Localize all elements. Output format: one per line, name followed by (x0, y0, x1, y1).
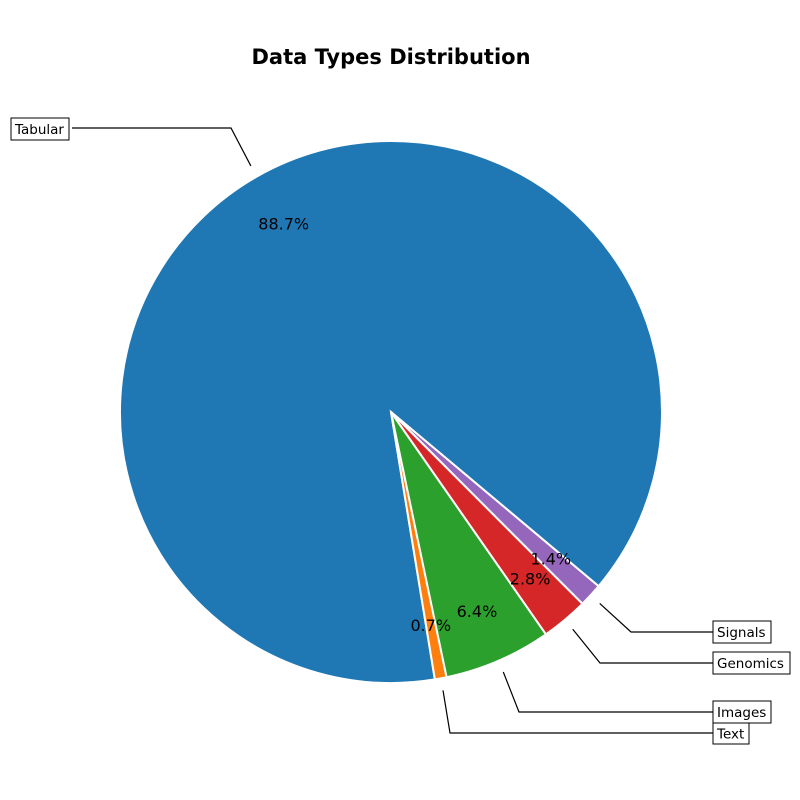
leader-line-genomics (572, 628, 713, 664)
category-label-text: Genomics (717, 656, 784, 672)
leader-lines-layer (72, 127, 713, 734)
category-labels-layer: Tabular Text Images Genomics Signals (10, 117, 791, 745)
category-label-text: Signals (717, 625, 766, 641)
leader-line-text (442, 690, 713, 734)
category-label-box (712, 651, 791, 675)
chart-title: Data Types Distribution (251, 45, 530, 69)
percent-label-images: 6.4% (457, 602, 498, 621)
percent-label-tabular: 88.7% (258, 215, 309, 234)
category-label-box (10, 117, 70, 141)
category-label-text: Images (717, 705, 766, 721)
category-label-tabular: Tabular (10, 117, 70, 141)
category-label-box (712, 700, 772, 724)
category-label-signals: Signals (712, 620, 772, 644)
category-label-text: Tabular (14, 122, 64, 138)
pie-slice-signals (390, 411, 601, 606)
category-label-text: Text (716, 727, 744, 743)
category-label-box (712, 620, 772, 644)
percent-label-genomics: 2.8% (510, 569, 551, 588)
category-label-genomics: Genomics (712, 651, 791, 675)
percent-labels-layer: 88.7% 0.7% 6.4% 2.8%1.4% (258, 215, 571, 636)
leader-line-tabular (72, 127, 252, 167)
category-label-text: Text (712, 722, 750, 745)
leader-line-images (502, 671, 713, 713)
percent-label-signals: 1.4% (530, 550, 571, 569)
slices-layer (119, 140, 663, 684)
percent-label-text: 0.7% (410, 616, 451, 635)
category-label-images: Images (712, 700, 772, 724)
leader-line-signals (599, 602, 713, 633)
